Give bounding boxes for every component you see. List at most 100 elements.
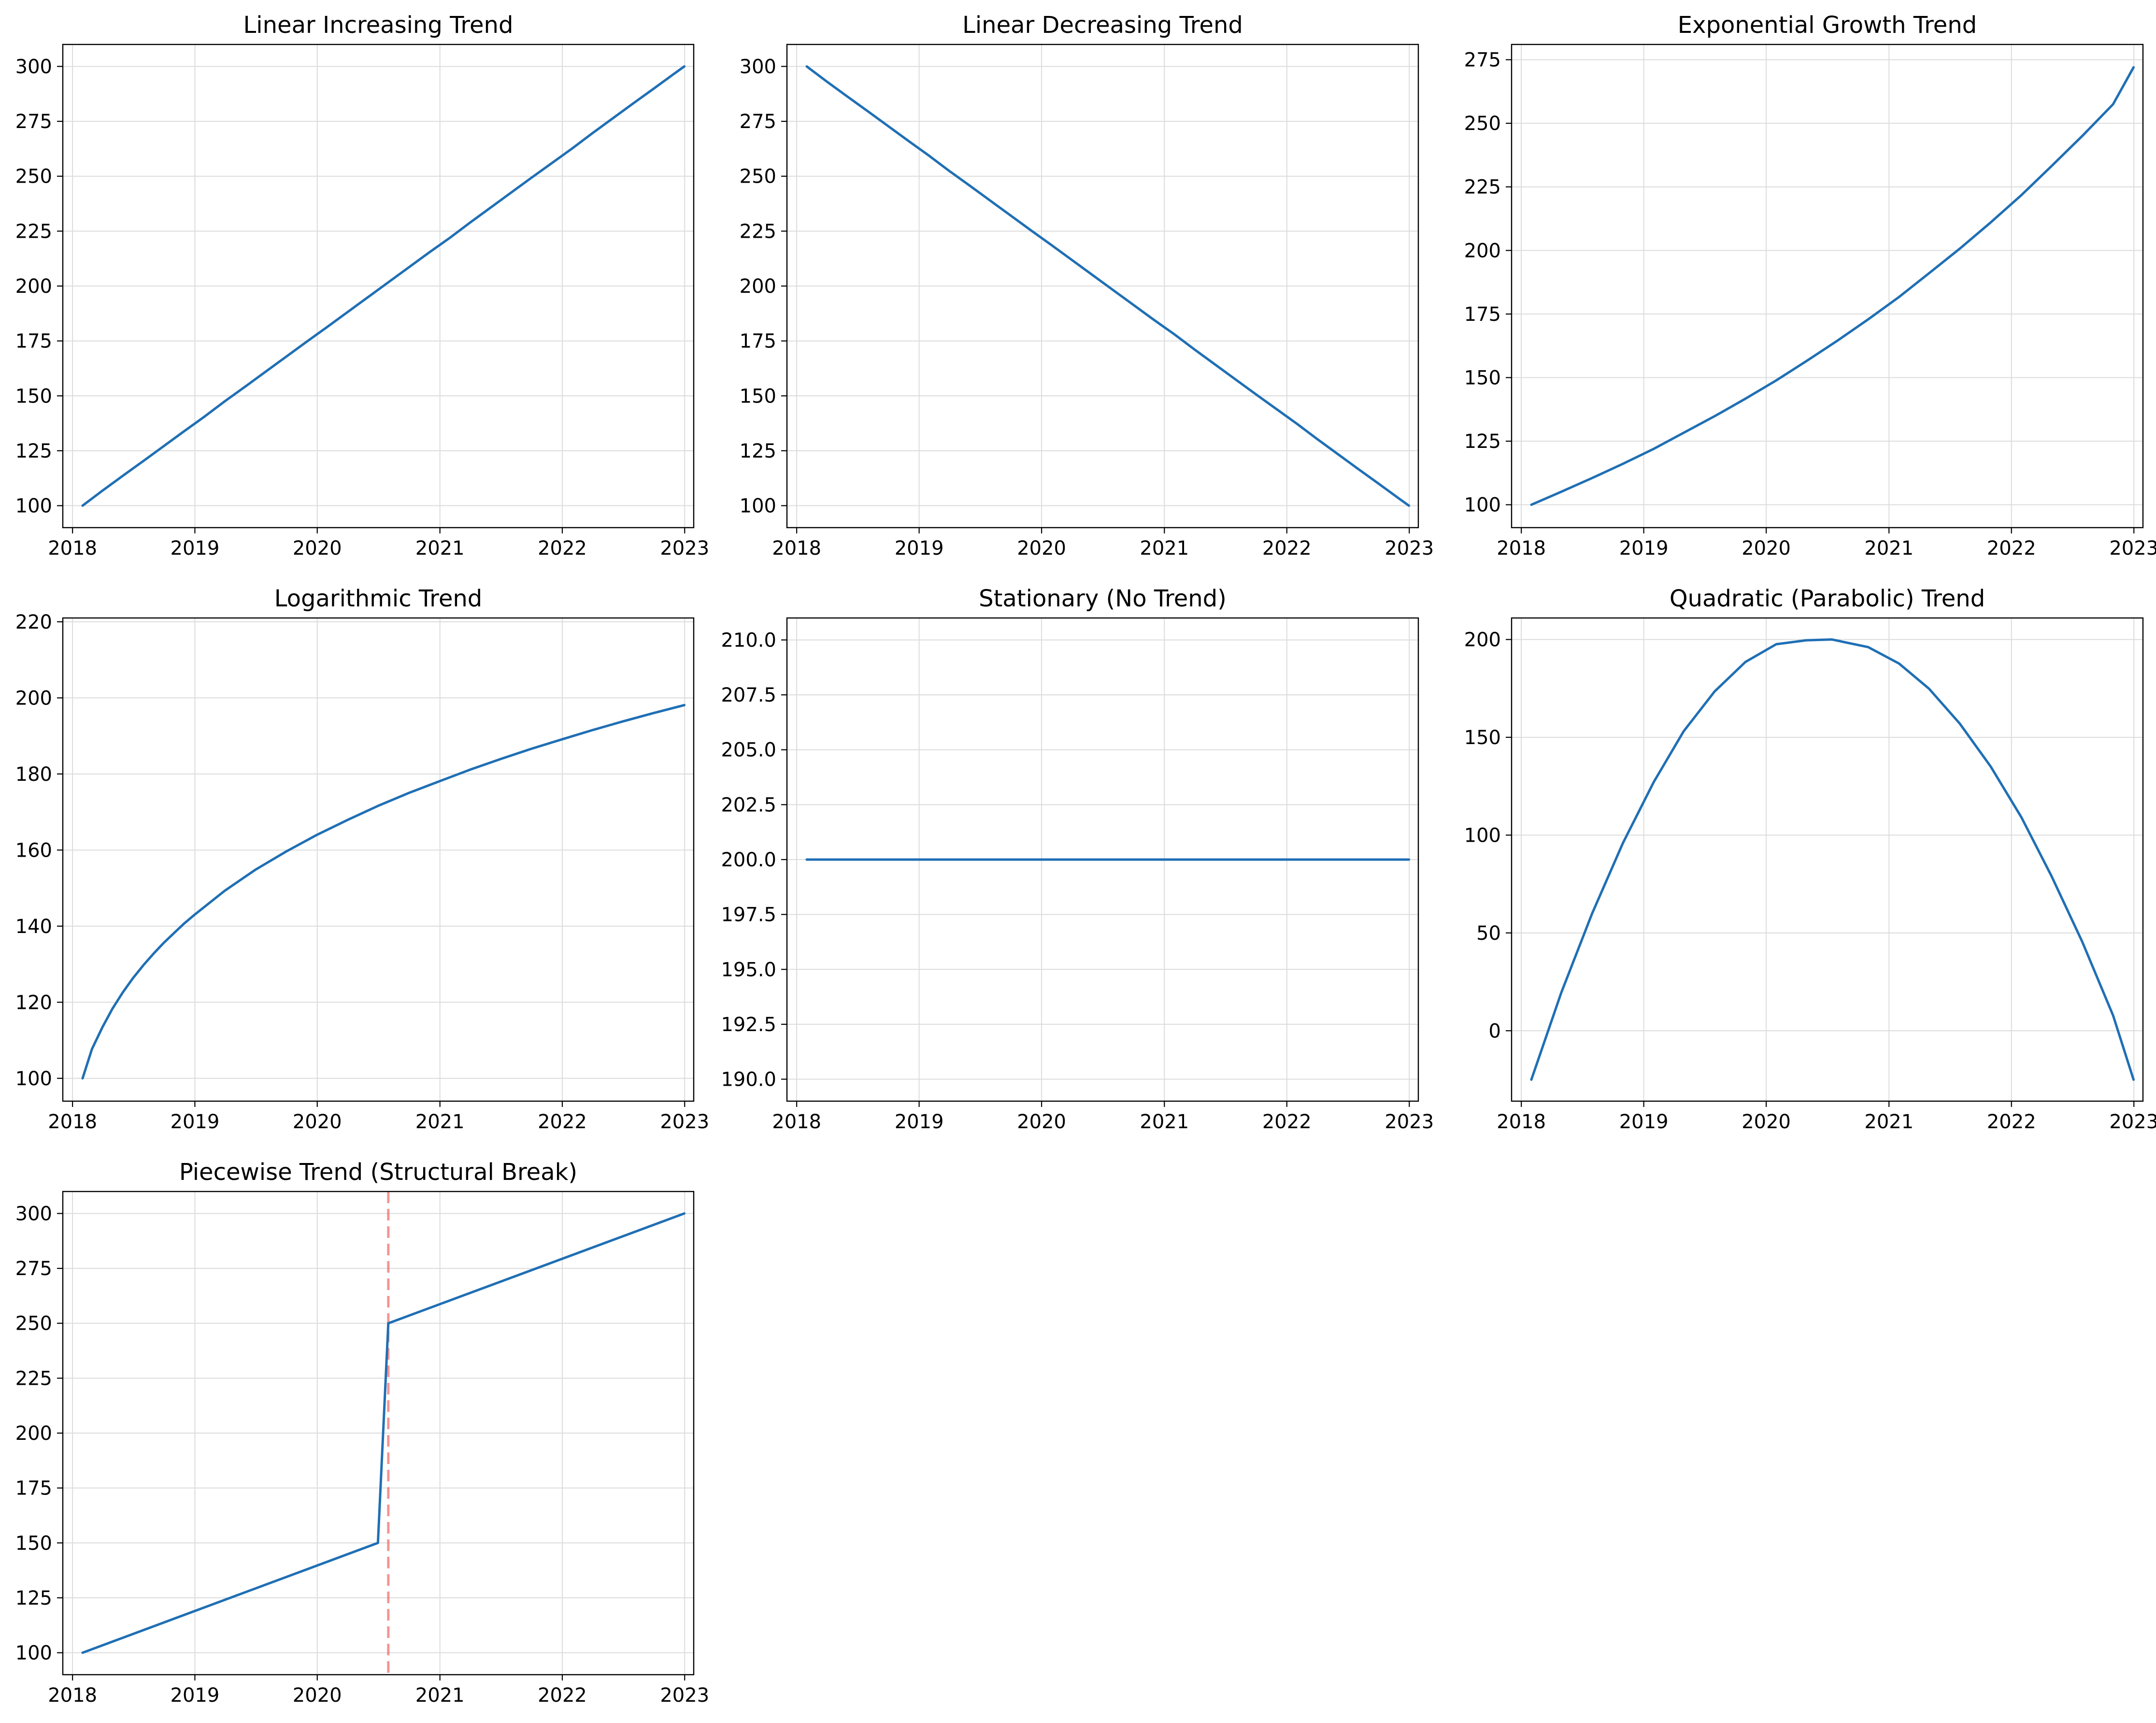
y-tick-label: 100 bbox=[740, 495, 776, 517]
x-tick-label: 2021 bbox=[1864, 537, 1913, 560]
x-tick-label: 2023 bbox=[1385, 1111, 1434, 1133]
y-tick-label: 125 bbox=[1464, 431, 1501, 453]
x-tick-label: 2023 bbox=[660, 1111, 709, 1133]
axis-ticks: 2018 2019 2020 2021 2022 2023 100 125 150 175 200 2… bbox=[15, 1203, 710, 1707]
plot-frame bbox=[1511, 43, 2144, 529]
y-tick-label: 200 bbox=[1464, 240, 1501, 262]
y-tick-label: 275 bbox=[1464, 49, 1501, 72]
x-tick-label: 2018 bbox=[772, 1111, 821, 1133]
y-tick-label: 250 bbox=[15, 1313, 52, 1335]
y-tick-label: 225 bbox=[1464, 176, 1501, 199]
y-tick-label: 125 bbox=[15, 1587, 52, 1609]
x-tick-label: 2021 bbox=[415, 1684, 465, 1707]
y-tick-label: 200.0 bbox=[721, 849, 776, 871]
x-tick-label: 2018 bbox=[1497, 537, 1546, 560]
y-tick-label: 200 bbox=[15, 275, 52, 298]
x-tick-label: 2019 bbox=[895, 1111, 944, 1133]
grid bbox=[63, 1192, 694, 1675]
x-tick-label: 2019 bbox=[1619, 537, 1669, 560]
x-tick-label: 2022 bbox=[1262, 1111, 1312, 1133]
series-line bbox=[1530, 638, 2135, 1081]
panel-title: Logarithmic Trend bbox=[274, 585, 483, 612]
x-tick-label: 2021 bbox=[415, 537, 465, 560]
panel-linear-decreasing: 2018 2019 2020 2021 2022 2023 100 125 150 175 200 2… bbox=[740, 12, 1434, 560]
x-tick-label: 2020 bbox=[293, 537, 342, 560]
panel-logarithmic: 2018 2019 2020 2021 2022 2023 100 120 140 160 180 2… bbox=[15, 585, 710, 1133]
x-tick-label: 2020 bbox=[1742, 1111, 1791, 1133]
y-tick-label: 200 bbox=[1464, 629, 1501, 651]
x-tick-label: 2021 bbox=[1140, 537, 1189, 560]
y-tick-label: 100 bbox=[15, 495, 52, 517]
x-tick-label: 2021 bbox=[1140, 1111, 1189, 1133]
panel-quadratic: 2018 2019 2020 2021 2022 2023 0 50 100 150 200 Quad… bbox=[1464, 585, 2156, 1133]
y-tick-label: 150 bbox=[15, 1532, 52, 1554]
y-tick-label: 220 bbox=[15, 611, 52, 633]
y-tick-label: 100 bbox=[1464, 494, 1501, 517]
x-tick-label: 2023 bbox=[2109, 537, 2156, 560]
y-tick-label: 160 bbox=[15, 839, 52, 862]
x-tick-label: 2018 bbox=[48, 1684, 97, 1707]
x-tick-label: 2018 bbox=[48, 537, 97, 560]
x-tick-label: 2019 bbox=[895, 537, 944, 560]
x-tick-label: 2022 bbox=[538, 1684, 587, 1707]
plot-frame bbox=[62, 1191, 695, 1676]
y-tick-label: 275 bbox=[15, 111, 52, 133]
panel-title: Stationary (No Trend) bbox=[979, 585, 1227, 612]
panel-exponential-growth: 2018 2019 2020 2021 2022 2023 100 125 150 175 200 2… bbox=[1464, 12, 2156, 560]
panel-title: Exponential Growth Trend bbox=[1678, 12, 1977, 39]
y-tick-label: 100 bbox=[1464, 824, 1501, 847]
x-tick-label: 2019 bbox=[171, 1684, 220, 1707]
y-tick-label: 120 bbox=[15, 991, 52, 1014]
x-tick-label: 2020 bbox=[1017, 1111, 1066, 1133]
y-tick-label: 202.5 bbox=[721, 794, 776, 816]
axis-ticks: 2018 2019 2020 2021 2022 2023 0 50 100 150 200 bbox=[1464, 629, 2156, 1133]
y-tick-label: 100 bbox=[15, 1068, 52, 1090]
panel-stationary: 2018 2019 2020 2021 2022 2023 190.0 192.5 195.0 1… bbox=[721, 585, 1434, 1133]
y-tick-label: 300 bbox=[740, 56, 776, 78]
plot-frame bbox=[786, 43, 1419, 529]
axis-ticks: 2018 2019 2020 2021 2022 2023 190.0 192.5 195.0 1… bbox=[721, 629, 1434, 1133]
axis-ticks: 2018 2019 2020 2021 2022 2023 100 125 150 175 200 2… bbox=[15, 56, 710, 560]
y-tick-label: 195.0 bbox=[721, 959, 776, 981]
x-tick-label: 2019 bbox=[171, 537, 220, 560]
y-tick-label: 225 bbox=[740, 220, 776, 243]
grid bbox=[1512, 44, 2143, 528]
panel-piecewise: 2018 2019 2020 2021 2022 2023 100 125 150 175 200 2… bbox=[15, 1159, 710, 1707]
y-tick-label: 175 bbox=[740, 330, 776, 353]
y-tick-label: 150 bbox=[1464, 367, 1501, 389]
plot-frame bbox=[62, 617, 695, 1102]
y-tick-label: 197.5 bbox=[721, 904, 776, 926]
plot-frame bbox=[1511, 617, 2144, 1102]
x-tick-label: 2019 bbox=[1619, 1111, 1669, 1133]
x-tick-label: 2023 bbox=[2109, 1111, 2156, 1133]
series-line bbox=[805, 65, 1411, 507]
y-tick-label: 250 bbox=[1464, 113, 1501, 135]
series-line bbox=[81, 704, 686, 1080]
y-tick-label: 200 bbox=[740, 275, 776, 298]
y-tick-label: 275 bbox=[15, 1258, 52, 1280]
x-tick-label: 2020 bbox=[293, 1111, 342, 1133]
y-tick-label: 125 bbox=[740, 440, 776, 462]
y-tick-label: 150 bbox=[740, 385, 776, 407]
y-tick-label: 300 bbox=[15, 1203, 52, 1225]
x-tick-label: 2020 bbox=[293, 1684, 342, 1707]
x-tick-label: 2018 bbox=[772, 537, 821, 560]
x-tick-label: 2022 bbox=[538, 1111, 587, 1133]
series-line bbox=[1530, 66, 2135, 506]
plot-frame bbox=[62, 43, 695, 529]
x-tick-label: 2020 bbox=[1017, 537, 1066, 560]
y-tick-label: 250 bbox=[15, 166, 52, 188]
panel-title: Linear Increasing Trend bbox=[243, 12, 514, 39]
x-tick-label: 2020 bbox=[1742, 537, 1791, 560]
x-tick-label: 2021 bbox=[1864, 1111, 1913, 1133]
x-tick-label: 2023 bbox=[660, 537, 709, 560]
grid bbox=[1512, 618, 2143, 1101]
axis-ticks: 2018 2019 2020 2021 2022 2023 100 125 150 175 200 2… bbox=[740, 56, 1434, 560]
x-tick-label: 2022 bbox=[1262, 537, 1312, 560]
y-tick-label: 125 bbox=[15, 440, 52, 462]
x-tick-label: 2022 bbox=[1987, 537, 2036, 560]
y-tick-label: 200 bbox=[15, 687, 52, 709]
x-tick-label: 2018 bbox=[48, 1111, 97, 1133]
panel-linear-increasing: 2018 2019 2020 2021 2022 2023 100 125 150 175 200 2… bbox=[15, 12, 710, 560]
